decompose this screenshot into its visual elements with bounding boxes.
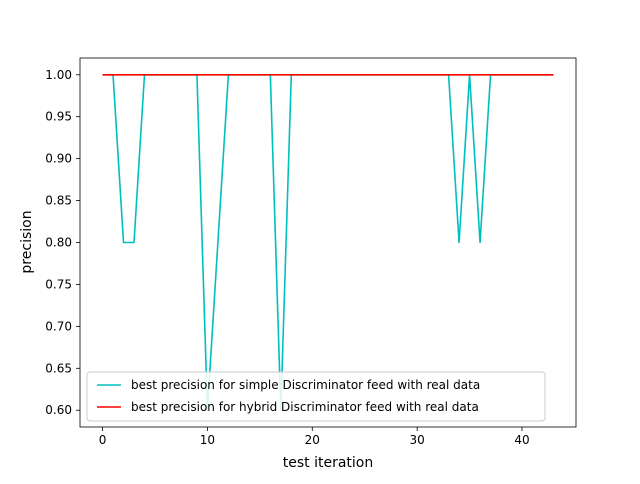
y-tick-label: 0.80 — [45, 236, 72, 250]
x-tick-label: 30 — [409, 433, 424, 447]
y-tick-label: 0.60 — [45, 403, 72, 417]
series-layer — [102, 73, 554, 412]
legend-label: best precision for hybrid Discriminator … — [131, 400, 479, 414]
x-axis-label: test iteration — [283, 455, 373, 471]
y-axis-label: precision — [19, 210, 35, 273]
y-tick-label: 1.00 — [45, 68, 72, 82]
ticks-layer: 0 10 20 30 40 0.60 0.65 0.70 0.75 0.80 0.85 0.90 0.9… — [45, 68, 529, 447]
y-tick-label: 0.90 — [45, 152, 72, 166]
plot-area-frame — [79, 57, 577, 428]
y-tick-label: 0.85 — [45, 194, 72, 208]
x-tick-label: 0 — [99, 433, 107, 447]
y-tick-label: 0.75 — [45, 277, 72, 291]
y-tick-label: 0.65 — [45, 361, 72, 375]
legend-box — [86, 371, 546, 422]
x-tick-label: 40 — [514, 433, 529, 447]
y-tick-label: 0.95 — [45, 110, 72, 124]
legend-label: best precision for simple Discriminator … — [131, 378, 480, 392]
x-tick-label: 10 — [200, 433, 215, 447]
legend: best precision for simple Discriminator … — [86, 371, 546, 422]
x-tick-label: 20 — [305, 433, 320, 447]
y-tick-label: 0.70 — [45, 319, 72, 333]
